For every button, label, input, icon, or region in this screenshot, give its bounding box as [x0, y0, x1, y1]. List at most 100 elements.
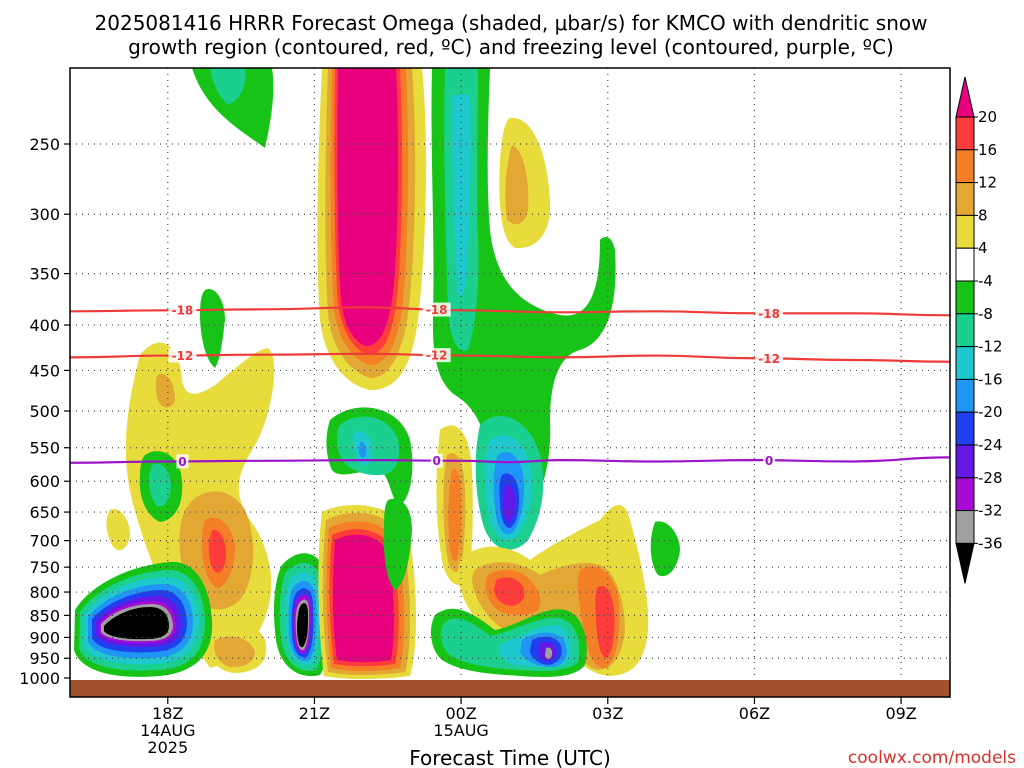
colorbar-box: [955, 411, 975, 446]
colorbar-box: [955, 149, 975, 184]
contour-label: -18: [758, 307, 780, 321]
omega-region: [595, 586, 615, 658]
contour-label-bg: [763, 453, 776, 468]
y-tick-label: 1000: [19, 669, 60, 688]
omega-region: [494, 577, 525, 606]
y-tick-label: 900: [29, 628, 60, 647]
colorbar-box: [955, 444, 975, 479]
contour-label: -18: [426, 303, 448, 317]
omega-region: [297, 603, 308, 648]
x-tick-label: 21Z: [299, 704, 330, 723]
colorbar-box: [955, 280, 975, 315]
omega-region: [503, 484, 515, 522]
x-tick-label: 14AUG: [140, 721, 195, 740]
omega-region: [208, 529, 226, 573]
omega-region: [192, 68, 274, 148]
omega-region: [383, 498, 412, 590]
x-tick-label: 15AUG: [433, 721, 488, 740]
colorbar: 20 16 12 8 4 -4 -8 -12 -16 -20 -24 -28 -32 -36: [955, 76, 1003, 584]
colorbar-box: [955, 247, 975, 282]
chart-title-line2: growth region (contoured, red, ºC) and f…: [128, 35, 894, 59]
x-axis-label: Forecast Time (UTC): [409, 746, 611, 768]
colorbar-box: [955, 214, 975, 249]
colorbar-box: [955, 116, 975, 151]
omega-region: [545, 647, 553, 659]
contour-label-bg: [176, 454, 189, 469]
contour-label: -18: [172, 304, 194, 318]
omega-region: [210, 68, 246, 105]
y-tick-label: 750: [29, 558, 60, 577]
colorbar-label: -8: [978, 305, 993, 323]
chart-title-line1: 2025081416 HRRR Forecast Omega (shaded, …: [95, 11, 928, 35]
credit-link[interactable]: coolwx.com/models: [848, 748, 1016, 768]
contour-label: -12: [172, 349, 194, 363]
y-axis: 250 300 350 400 450 500 550 600 650 700 750 800 850 9…: [19, 135, 70, 688]
omega-region: [104, 607, 169, 640]
colorbar-label: 4: [978, 239, 988, 257]
omega-region: [448, 469, 462, 561]
omega-shading: [74, 68, 680, 679]
contour-label-bg: [430, 453, 443, 468]
colorbar-label: -32: [978, 502, 1003, 520]
colorbar-box: [955, 510, 975, 544]
y-tick-label: 700: [29, 532, 60, 551]
contour-label-bg: [422, 302, 451, 317]
omega-region: [452, 95, 471, 297]
colorbar-label: -36: [978, 534, 1003, 552]
contour-label-bg: [755, 351, 784, 366]
omega-region: [155, 374, 175, 408]
colorbar-top-arrow: [955, 76, 975, 118]
y-tick-label: 300: [29, 205, 60, 224]
omega-region: [332, 534, 394, 663]
y-tick-label: 650: [29, 503, 60, 522]
y-tick-label: 450: [29, 361, 60, 380]
plot-frame: [69, 67, 951, 698]
colorbar-box: [955, 313, 975, 348]
contour-label-bg: [755, 306, 784, 321]
omega-region: [337, 68, 399, 346]
colorbar-label: -4: [978, 272, 993, 290]
y-tick-label: 350: [29, 265, 60, 284]
contour-label: 0: [432, 454, 440, 468]
contour-label-bg: [422, 348, 451, 363]
y-tick-label: 500: [29, 402, 60, 421]
y-tick-label: 250: [29, 135, 60, 154]
contour-lines: -18 -18 -18 -12 -12 -12 0 0 0: [69, 302, 951, 469]
colorbar-bottom-arrow: [955, 542, 975, 584]
x-tick-label: 00Z: [445, 704, 476, 723]
colorbar-label: -16: [978, 370, 1003, 388]
colorbar-label: -24: [978, 436, 1003, 454]
x-tick-label: 2025: [147, 738, 188, 757]
y-tick-label: 600: [29, 472, 60, 491]
contour-label: -12: [426, 349, 448, 363]
y-tick-label: 850: [29, 606, 60, 625]
ground-bar: [70, 680, 950, 697]
omega-region: [214, 636, 255, 668]
omega-region: [148, 463, 171, 507]
y-tick-label: 950: [29, 649, 60, 668]
omega-region: [106, 509, 130, 551]
colorbar-box: [955, 378, 975, 413]
x-tick-label: 18Z: [152, 704, 183, 723]
omega-region: [505, 145, 529, 225]
contour-label-bg: [168, 303, 197, 318]
contour-label: -12: [758, 352, 780, 366]
grid: [70, 68, 950, 680]
colorbar-label: -20: [978, 403, 1003, 421]
colorbar-box: [955, 346, 975, 380]
x-tick-label: 06Z: [739, 704, 770, 723]
contour-line--12: [69, 352, 951, 363]
contour-line--18: [69, 306, 951, 317]
y-tick-label: 550: [29, 439, 60, 458]
y-tick-label: 800: [29, 583, 60, 602]
colorbar-label: 20: [978, 108, 997, 126]
colorbar-label: 16: [978, 141, 997, 159]
contour-label: 0: [765, 454, 773, 468]
x-tick-label: 03Z: [592, 704, 623, 723]
colorbar-label: 12: [978, 174, 997, 192]
omega-region: [359, 441, 367, 458]
omega-region: [431, 68, 616, 541]
colorbar-box: [955, 182, 975, 216]
